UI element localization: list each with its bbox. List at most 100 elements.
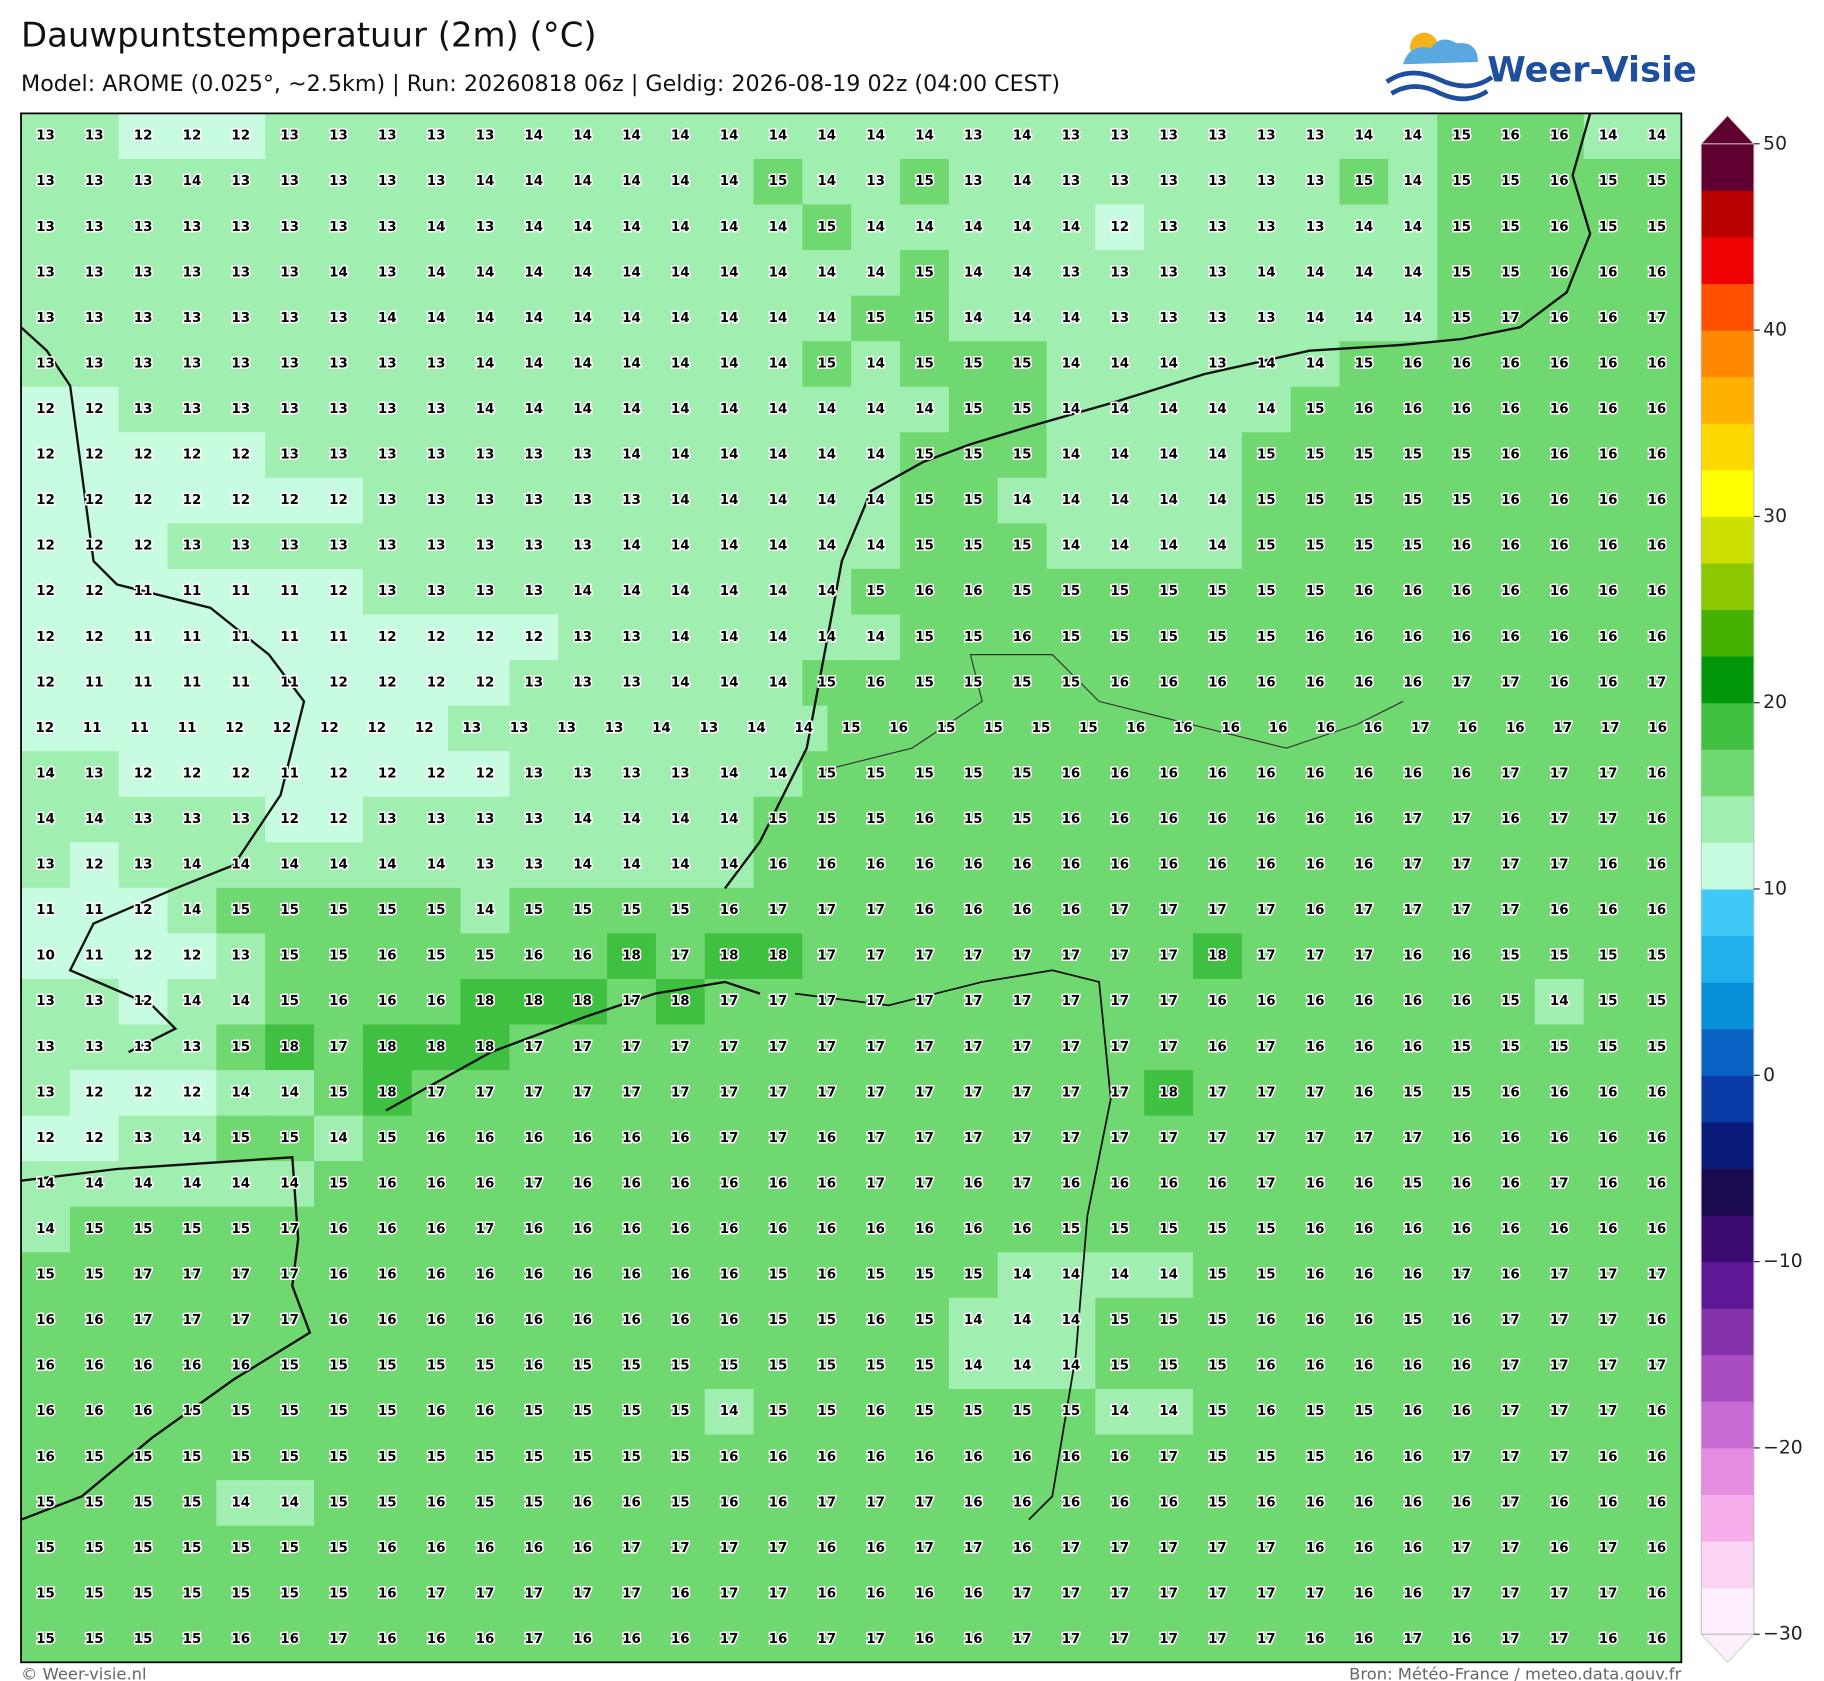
value-cell — [997, 1252, 1048, 1299]
value-cell — [411, 523, 462, 570]
value-cell — [1241, 1343, 1292, 1390]
value-label: 16 — [1159, 1495, 1178, 1510]
value-label: 13 — [134, 1131, 153, 1146]
value-label: 16 — [1013, 630, 1032, 645]
value-label: 13 — [1208, 265, 1227, 280]
value-cell — [1534, 1343, 1585, 1390]
value-cell — [1241, 204, 1292, 251]
value-label: 14 — [476, 311, 495, 326]
value-label: 15 — [622, 1359, 641, 1374]
value-label: 15 — [427, 903, 446, 918]
value-cell — [900, 341, 950, 388]
value-label: 15 — [1355, 493, 1374, 508]
value-label: 12 — [476, 675, 495, 690]
value-label: 15 — [378, 1495, 397, 1510]
value-cell — [1583, 250, 1634, 297]
value-cell — [1534, 1252, 1585, 1299]
value-cell — [1437, 1206, 1487, 1253]
value-label: 16 — [1306, 1495, 1325, 1510]
value-cell — [1241, 1616, 1292, 1663]
colorbar-bin — [1701, 562, 1754, 611]
value-label: 15 — [671, 1450, 690, 1465]
value-cell — [21, 1388, 71, 1436]
value-cell — [655, 1525, 706, 1572]
value-cell — [362, 933, 413, 980]
value-cell — [1241, 113, 1292, 160]
value-label: 16 — [1257, 858, 1276, 873]
value-cell — [1534, 933, 1585, 980]
value-cell — [1144, 933, 1194, 980]
value-label: 17 — [1452, 858, 1471, 873]
value-cell — [69, 751, 120, 798]
value-cell — [997, 1161, 1048, 1208]
value-label: 16 — [1306, 1541, 1325, 1556]
value-cell — [590, 705, 639, 752]
value-cell — [21, 432, 71, 479]
value-cell — [1193, 1070, 1243, 1117]
value-cell — [1193, 158, 1243, 206]
value-cell — [753, 1252, 804, 1299]
value-cell — [460, 1070, 511, 1117]
value-label: 16 — [1452, 1404, 1471, 1419]
value-label: 16 — [915, 812, 934, 827]
value-cell — [802, 933, 852, 980]
value-label: 15 — [1159, 584, 1178, 599]
value-cell — [69, 341, 120, 388]
value-label: 15 — [231, 1450, 250, 1465]
value-cell — [216, 1024, 266, 1071]
value-label: 15 — [427, 1359, 446, 1374]
value-label: 14 — [720, 220, 739, 235]
value-cell — [1583, 1343, 1634, 1390]
value-cell — [997, 1480, 1048, 1527]
value-label: 17 — [476, 1085, 495, 1100]
value-label: 16 — [671, 1176, 690, 1191]
value-label: 15 — [1452, 220, 1471, 235]
value-label: 14 — [1208, 539, 1227, 554]
value-cell — [509, 887, 559, 935]
value-label: 12 — [183, 129, 202, 144]
value-label: 16 — [1599, 1632, 1618, 1647]
value-label: 13 — [378, 448, 397, 463]
value-label: 14 — [720, 812, 739, 827]
value-label: 15 — [1599, 949, 1618, 964]
value-label: 17 — [1257, 1040, 1276, 1055]
value-cell — [216, 158, 266, 206]
value-cell — [314, 1297, 364, 1345]
value-cell — [802, 1434, 852, 1481]
value-label: 13 — [622, 675, 641, 690]
value-cell — [753, 1434, 804, 1481]
value-label: 17 — [720, 1131, 739, 1146]
value-cell — [314, 432, 364, 479]
value-cell — [1046, 1024, 1097, 1071]
value-label: 13 — [1159, 129, 1178, 144]
value-cell — [314, 1161, 364, 1208]
value-label: 17 — [817, 1040, 836, 1055]
value-label: 17 — [1208, 1131, 1227, 1146]
value-cell — [460, 796, 511, 843]
value-label: 17 — [720, 1040, 739, 1055]
value-cell — [1339, 523, 1390, 570]
value-cell — [1290, 158, 1341, 206]
value-label: 13 — [427, 448, 446, 463]
value-cell — [851, 660, 901, 707]
value-cell — [655, 796, 706, 843]
value-cell — [948, 250, 999, 297]
value-cell — [1339, 751, 1390, 798]
value-label: 15 — [1501, 220, 1520, 235]
value-cell — [314, 204, 364, 251]
value-label: 15 — [1452, 311, 1471, 326]
value-cell — [1095, 1571, 1145, 1618]
value-cell — [704, 1480, 755, 1527]
value-label: 16 — [1257, 1313, 1276, 1328]
value-cell — [1046, 1525, 1097, 1572]
value-label: 14 — [280, 1176, 299, 1191]
value-label: 15 — [817, 356, 836, 371]
value-cell — [314, 1252, 364, 1299]
value-label: 16 — [524, 1131, 543, 1146]
value-label: 16 — [964, 1495, 983, 1510]
value-cell — [1534, 1434, 1585, 1481]
value-label: 16 — [964, 1450, 983, 1465]
value-label: 16 — [329, 1222, 348, 1237]
value-cell — [1632, 978, 1682, 1026]
value-label: 16 — [1110, 1450, 1129, 1465]
